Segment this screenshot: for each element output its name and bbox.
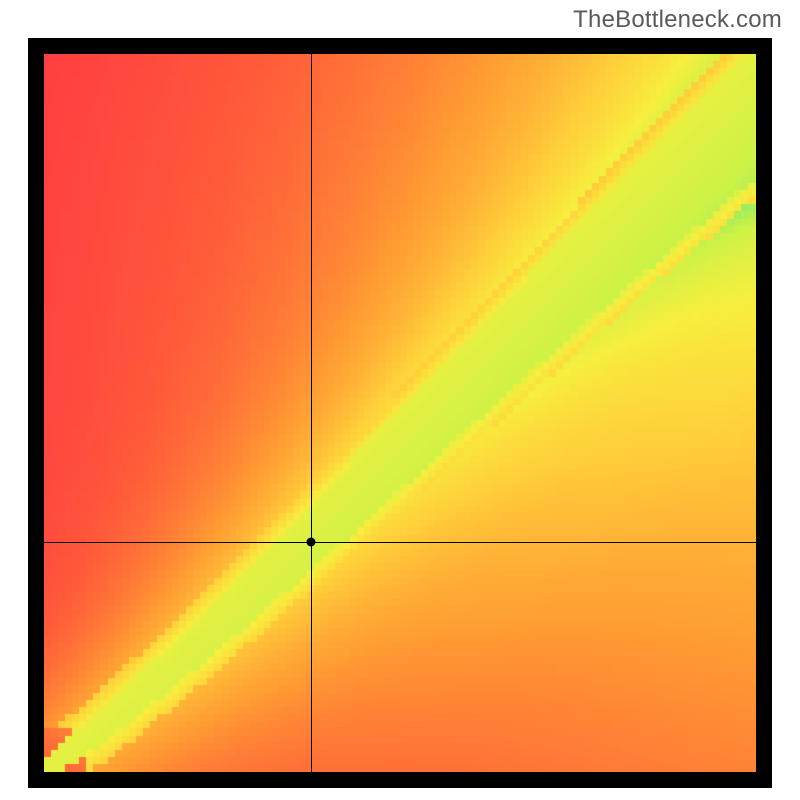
- watermark-text: TheBottleneck.com: [573, 6, 782, 34]
- heatmap-canvas: [44, 54, 756, 772]
- plot-area: [44, 54, 756, 772]
- crosshair-vertical: [311, 54, 312, 772]
- crosshair-horizontal: [44, 542, 756, 543]
- chart-container: TheBottleneck.com: [0, 0, 800, 800]
- plot-frame: [28, 38, 772, 788]
- crosshair-marker: [307, 538, 316, 547]
